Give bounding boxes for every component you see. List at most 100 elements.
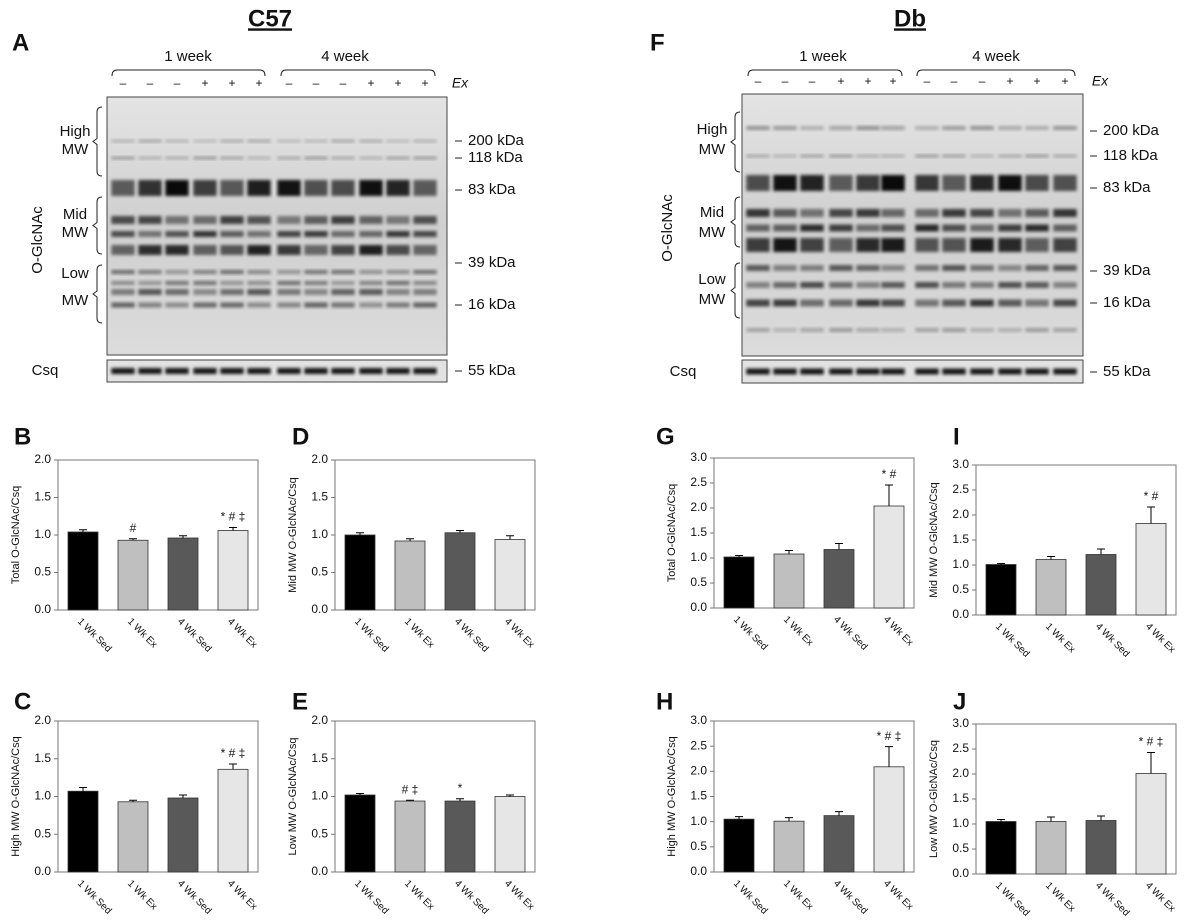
- y-tick-label: 2.5: [952, 482, 969, 496]
- error-bar: [997, 563, 1005, 565]
- y-tick-label: 3.0: [952, 716, 969, 730]
- x-tick-label: 1 Wk Ex: [1043, 880, 1077, 914]
- error-bar: [129, 799, 137, 802]
- bar: [444, 532, 476, 611]
- x-tick-label: 1 Wk Ex: [781, 878, 815, 912]
- bar: [773, 820, 805, 873]
- blot-band: [220, 231, 244, 237]
- blot-band: [773, 154, 797, 158]
- blot-band: [111, 281, 135, 285]
- bar: [1035, 559, 1067, 616]
- region-label: Low: [698, 271, 726, 288]
- y-tick-label: 0.0: [952, 607, 969, 621]
- blot-band: [773, 328, 797, 332]
- annotation: * # ‡: [221, 510, 246, 524]
- region-label: MW: [699, 141, 726, 158]
- group-label: 4 week: [321, 48, 369, 65]
- blot-band: [773, 224, 797, 232]
- blot-band: [1025, 224, 1049, 232]
- blot-band: [304, 180, 328, 196]
- blot-band: [247, 245, 271, 255]
- blot-band: [881, 328, 905, 332]
- csq-band: [915, 368, 939, 375]
- blot-band: [773, 282, 797, 288]
- y-axis-label: High MW O-GlcNAc/Csq: [10, 736, 22, 856]
- blot-band: [829, 299, 853, 307]
- y-tick-label: 1.0: [690, 550, 707, 564]
- y-tick-label: 0.0: [690, 600, 707, 614]
- region-bracket: [92, 196, 103, 255]
- blot-band: [942, 224, 966, 232]
- blot-band: [111, 289, 135, 295]
- x-tick-label: 4 Wk Ex: [225, 616, 259, 650]
- blot-band: [1053, 238, 1077, 252]
- blot-band: [220, 281, 244, 285]
- bar: [823, 815, 855, 873]
- error-bar: [735, 555, 743, 557]
- blot-band: [138, 231, 162, 237]
- blot-band: [247, 281, 271, 285]
- blot-band: [998, 209, 1022, 217]
- blot-band: [304, 245, 328, 255]
- csq-band: [998, 368, 1022, 375]
- blot-band: [386, 270, 410, 274]
- bar: [1135, 773, 1167, 875]
- blot-band: [138, 216, 162, 224]
- blot-band: [165, 139, 189, 143]
- panel-letter: B: [14, 423, 31, 450]
- blot-band: [1053, 126, 1077, 130]
- blot-band: [304, 216, 328, 224]
- blot-band: [856, 328, 880, 332]
- blot-band: [881, 282, 905, 288]
- blot-band: [856, 299, 880, 307]
- x-tick-label: 1 Wk Sed: [993, 621, 1031, 659]
- ex-sign: +: [837, 74, 844, 88]
- blot-band: [413, 231, 437, 237]
- bar: [494, 539, 526, 611]
- x-tick-label: 4 Wk Ex: [502, 616, 536, 650]
- csq-band: [386, 368, 410, 374]
- region-bracket: [92, 106, 103, 177]
- blot-band: [746, 282, 770, 288]
- x-tick-label: 1 Wk Sed: [75, 616, 113, 654]
- blot-band: [829, 175, 853, 191]
- blot-band: [138, 270, 162, 274]
- blot-band: [111, 216, 135, 224]
- blot-band: [277, 231, 301, 237]
- blot-band: [915, 328, 939, 332]
- csq-band: [165, 368, 189, 374]
- blot-band: [247, 270, 271, 274]
- blot-band: [277, 180, 301, 196]
- y-tick-label: 1.5: [690, 525, 707, 539]
- y-tick-label: 1.0: [952, 816, 969, 830]
- blot-band: [1025, 238, 1049, 252]
- blot-band: [413, 281, 437, 285]
- error-bar: [129, 538, 137, 541]
- blot-band: [247, 139, 271, 143]
- blot-band: [998, 224, 1022, 232]
- error-bar: [229, 527, 237, 531]
- bar: [1135, 523, 1167, 616]
- y-tick-label: 0.0: [34, 864, 51, 878]
- panel-letter: I: [953, 423, 960, 450]
- blot-band: [359, 231, 383, 237]
- y-tick-label: 1.0: [690, 814, 707, 828]
- blot-band: [1053, 175, 1077, 191]
- blot-band: [746, 209, 770, 217]
- blot-band: [1053, 154, 1077, 158]
- csq-band: [277, 368, 301, 374]
- blot-band: [165, 216, 189, 224]
- y-axis-label: Total O-GlcNAc/Csq: [666, 484, 678, 582]
- panel-letter: H: [656, 688, 673, 715]
- marker-label: 16 kDa: [1103, 294, 1151, 311]
- blot-band: [247, 231, 271, 237]
- blot-band: [386, 289, 410, 295]
- y-axis-label: Total O-GlcNAc/Csq: [10, 486, 22, 584]
- y-tick-label: 2.0: [690, 500, 707, 514]
- blot-band: [881, 175, 905, 191]
- blot-band: [111, 139, 135, 143]
- bar: [985, 821, 1017, 875]
- blot-band: [773, 175, 797, 191]
- blot-band: [829, 126, 853, 130]
- blot-band: [193, 289, 217, 295]
